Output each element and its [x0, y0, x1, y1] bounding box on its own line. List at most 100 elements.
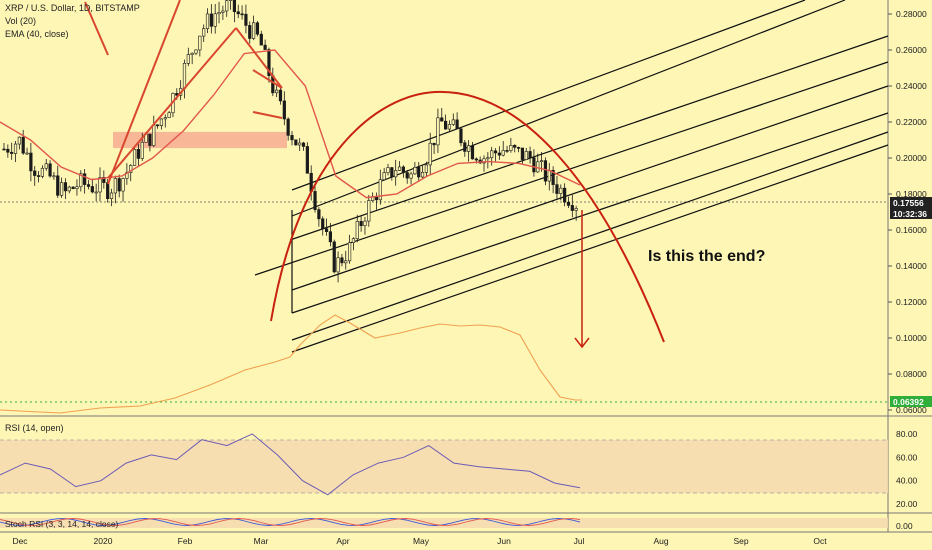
annotation-text[interactable]: Is this the end?: [648, 248, 766, 265]
candle-body: [106, 182, 110, 199]
channel-line[interactable]: [289, 35, 889, 241]
candle-body: [71, 186, 75, 189]
trend-line[interactable]: [235, 27, 283, 89]
candle-body: [543, 160, 548, 182]
stoch-axis[interactable]: 0.00: [896, 521, 913, 531]
candle-body: [474, 158, 478, 161]
candle-body: [63, 182, 68, 192]
candle-body: [90, 186, 94, 193]
candle-body: [255, 22, 260, 35]
channel-line[interactable]: [291, 131, 889, 341]
candle-body: [359, 221, 363, 226]
time-axis[interactable]: Dec 2020 Feb Mar Apr May Jun Jul Aug Sep Oct: [12, 536, 827, 546]
candle-body: [121, 178, 125, 192]
y-tick-label: 0.12000: [896, 297, 927, 307]
candle-body: [13, 143, 18, 154]
candle-body: [513, 145, 517, 148]
candle-body: [298, 142, 302, 146]
candle-body: [182, 63, 187, 89]
candle-body: [516, 147, 521, 149]
candle-body: [21, 136, 25, 154]
symbol-legend[interactable]: XRP / U.S. Dollar, 1D, BITSTAMP: [5, 3, 140, 13]
candle-body: [390, 167, 394, 178]
candle-body: [378, 179, 382, 201]
candle-body: [2, 148, 6, 151]
trend-line[interactable]: [84, 1, 109, 56]
ema-legend[interactable]: EMA (40, close): [5, 29, 69, 39]
candle-body: [459, 128, 463, 144]
trend-line[interactable]: [107, 27, 237, 179]
volume-level-value: 0.06392: [893, 397, 924, 407]
rsi-axis[interactable]: 80.00 60.00 40.00 20.00: [896, 429, 918, 509]
candle-body: [428, 142, 432, 166]
candle-body: [140, 141, 144, 159]
candle-body: [547, 170, 551, 182]
candle-body: [217, 12, 221, 15]
candle-body: [520, 147, 524, 160]
candle-body: [244, 13, 248, 26]
candle-body: [209, 13, 213, 27]
candle-body: [470, 145, 475, 160]
candle-body: [75, 186, 79, 189]
candle-body: [286, 118, 290, 136]
candle-body: [132, 149, 137, 166]
candle-body: [528, 151, 532, 159]
candle-body: [505, 150, 509, 152]
candle-body: [305, 146, 309, 174]
candle-body: [432, 142, 436, 146]
candle-body: [56, 175, 60, 196]
parabola-arc[interactable]: [270, 90, 665, 343]
candle-body: [117, 178, 121, 192]
channel-line[interactable]: [291, 0, 806, 191]
x-tick-label: Jul: [574, 536, 585, 546]
rsi-legend[interactable]: RSI (14, open): [5, 423, 64, 433]
trend-drawings[interactable]: [84, 0, 283, 185]
trend-line[interactable]: [252, 69, 283, 89]
candle-body: [482, 158, 486, 164]
candle-body: [493, 150, 498, 154]
price-axis[interactable]: 0.28000 0.26000 0.24000 0.22000 0.20000 0.180…: [888, 9, 927, 415]
candle-body: [501, 150, 505, 156]
candle-body: [386, 167, 390, 173]
y-tick-label: 0.06000: [896, 405, 927, 415]
candle-body: [566, 201, 571, 206]
candle-body: [152, 124, 156, 146]
candle-body: [167, 112, 171, 118]
candle-body: [240, 13, 244, 16]
trend-line[interactable]: [252, 111, 283, 119]
candle-body: [424, 164, 429, 173]
channel-line[interactable]: [291, 112, 889, 314]
candle-body: [52, 175, 56, 178]
countdown-value: 10:32:36: [893, 209, 927, 219]
channel-line[interactable]: [291, 85, 889, 291]
channel-line[interactable]: [291, 144, 889, 353]
volume-legend[interactable]: Vol (20): [5, 16, 37, 26]
candle-body: [59, 182, 64, 196]
candle-body: [102, 177, 106, 183]
down-arrow[interactable]: [574, 210, 590, 349]
candle-body: [29, 152, 33, 172]
stoch-legend[interactable]: Stoch RSI (3, 3, 14, 14, close): [5, 519, 119, 529]
candle-body: [509, 145, 513, 151]
x-tick-label: Sep: [733, 536, 748, 546]
candle-body: [467, 145, 471, 152]
parallel-channel[interactable]: [254, 0, 889, 353]
candle-body: [574, 208, 578, 211]
y-tick-label: 0.14000: [896, 261, 927, 271]
candle-body: [190, 52, 194, 55]
candle-body: [136, 149, 141, 159]
candle-body: [236, 11, 240, 15]
candle-body: [232, 0, 237, 13]
y-tick-label: 0.18000: [896, 189, 927, 199]
candle-body: [48, 163, 52, 177]
x-tick-label: Feb: [178, 536, 193, 546]
trend-line[interactable]: [107, 0, 181, 185]
channel-line[interactable]: [254, 61, 889, 276]
candle-body: [129, 165, 133, 173]
channel-line[interactable]: [291, 0, 846, 217]
candle-body: [551, 170, 555, 185]
x-tick-label: May: [413, 536, 430, 546]
rsi-tick-label: 20.00: [896, 499, 918, 509]
